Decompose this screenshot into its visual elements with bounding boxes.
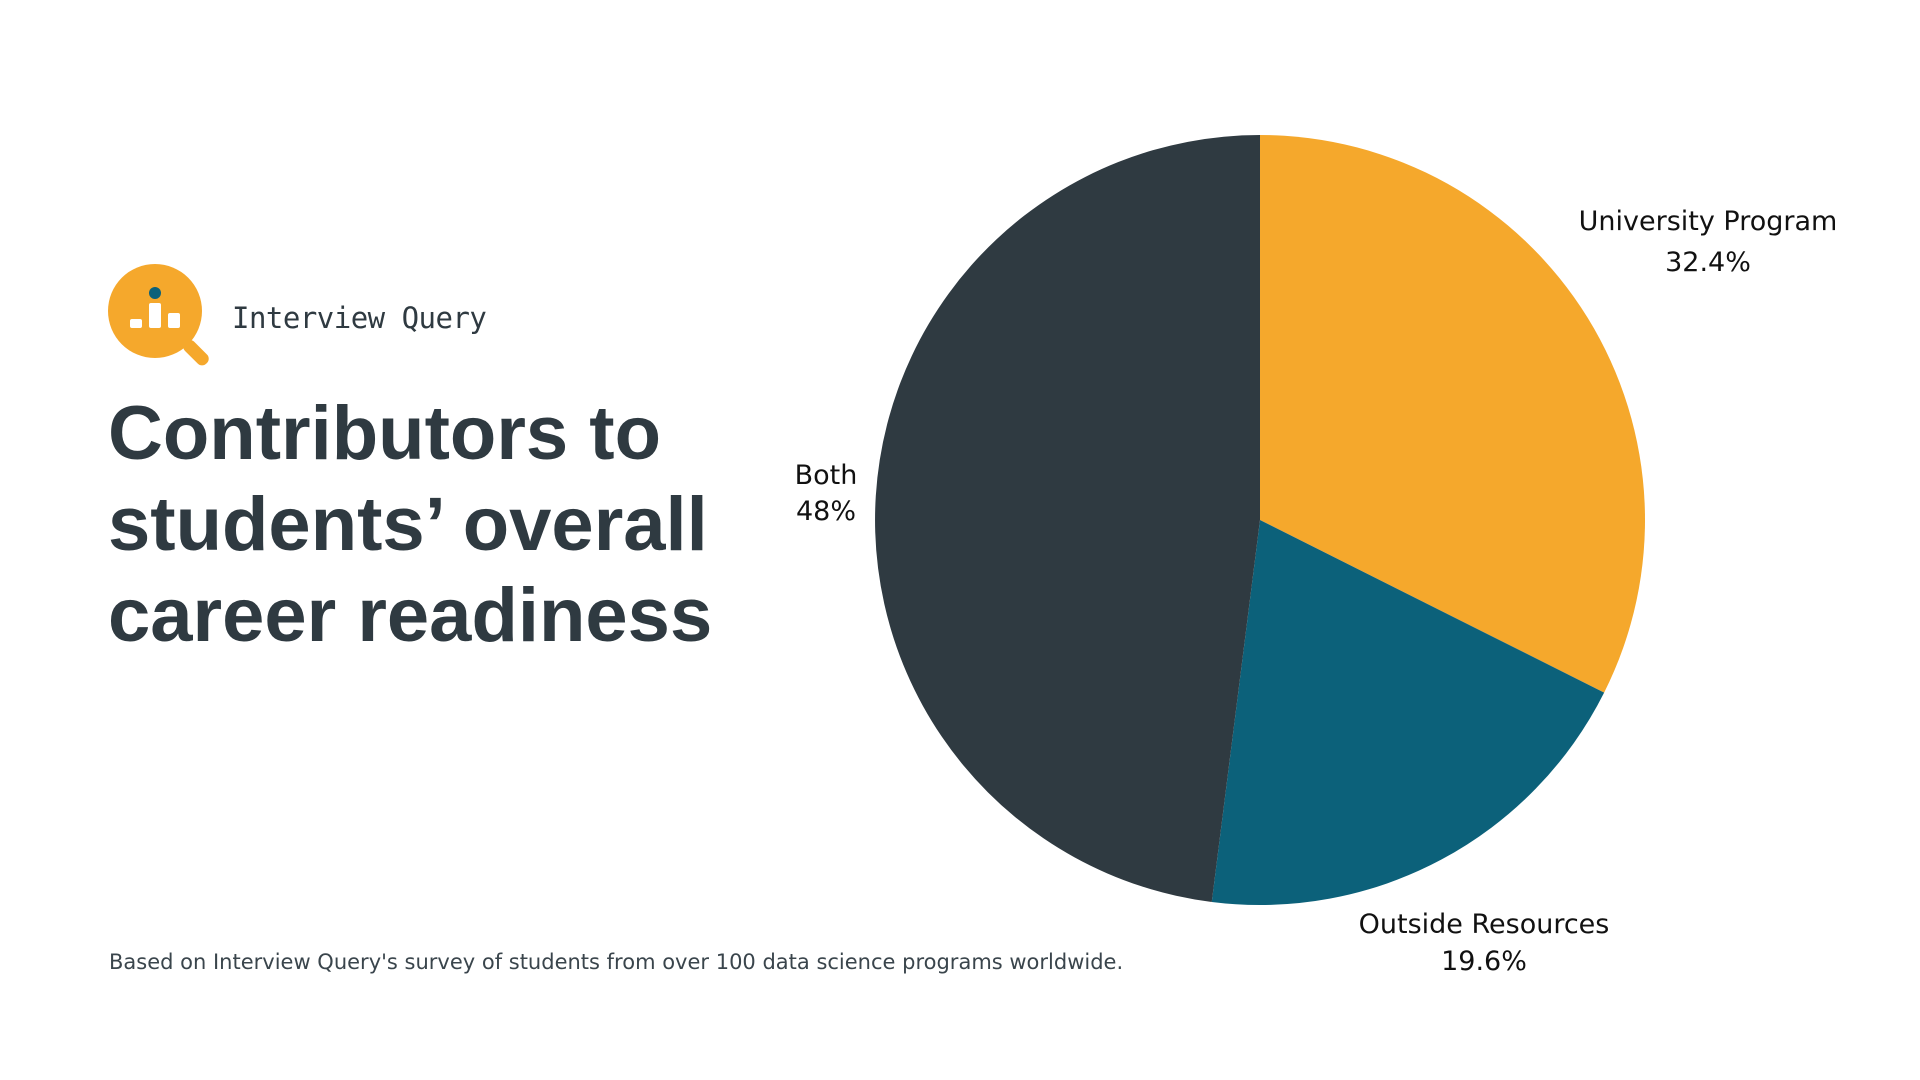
slice-value-label: 48% bbox=[796, 496, 856, 527]
title-line-3: career readiness bbox=[108, 573, 713, 658]
slice-label: University Program bbox=[1579, 206, 1838, 237]
slice-label: Both bbox=[795, 460, 858, 491]
brand-name: Interview Query bbox=[232, 301, 487, 335]
pie-chart: University Program 32.4% Outside Resources… bbox=[795, 100, 1900, 1000]
page-title: Contributors to students’ overall career… bbox=[108, 388, 748, 661]
brand-logo: Interview Query bbox=[108, 264, 487, 366]
slice-label: Outside Resources bbox=[1359, 909, 1610, 940]
pie-slice-outside-resources bbox=[1211, 520, 1605, 905]
pie-slice-both bbox=[875, 135, 1260, 902]
slice-value-label: 32.4% bbox=[1665, 247, 1751, 278]
magnifier-bar-chart-icon bbox=[108, 264, 209, 366]
pie-chart-svg: University Program 32.4% Outside Resources… bbox=[795, 135, 1838, 977]
footnote: Based on Interview Query's survey of stu… bbox=[109, 950, 1124, 974]
slice-value-label: 19.6% bbox=[1441, 946, 1527, 977]
pie-slice-university-program bbox=[1260, 135, 1646, 693]
title-line-1: Contributors to bbox=[108, 391, 662, 476]
title-line-2: students’ overall bbox=[108, 482, 708, 567]
